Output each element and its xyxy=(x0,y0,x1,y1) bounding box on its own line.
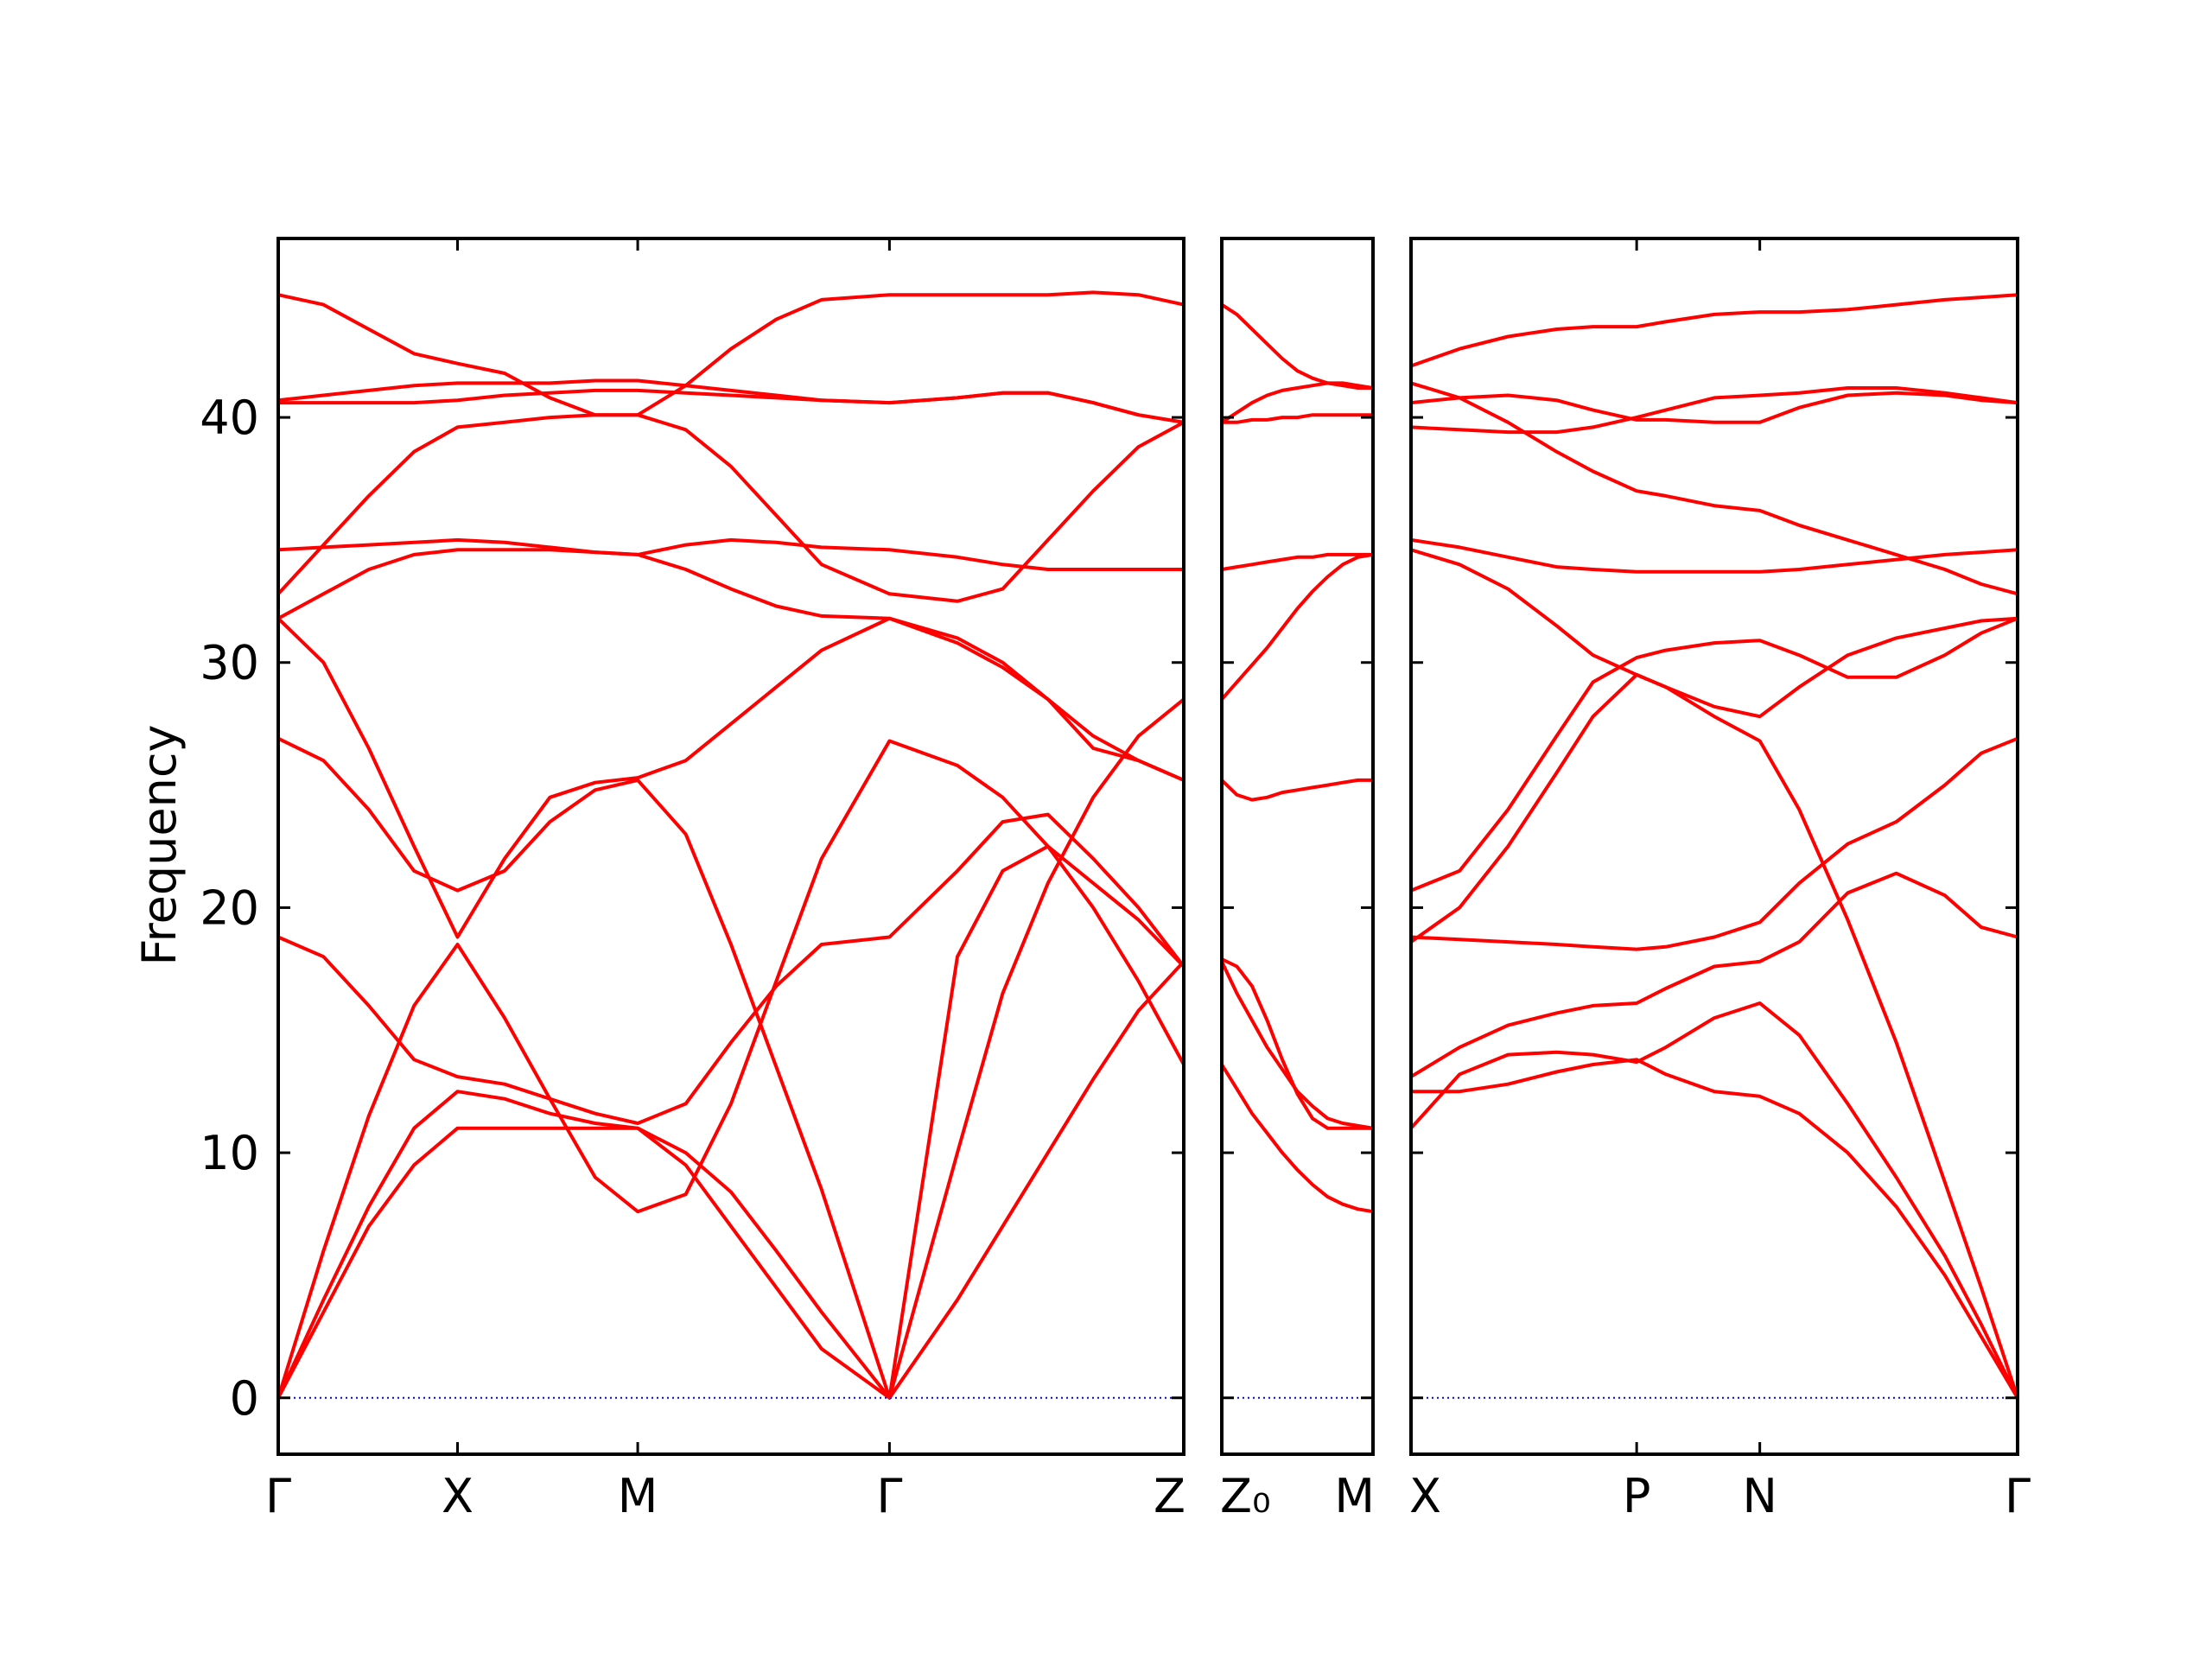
panel-2: Z₀ M xyxy=(1220,237,1375,1523)
band-line xyxy=(1220,1063,1375,1214)
band-line xyxy=(276,959,1185,1400)
band-line xyxy=(1220,302,1375,390)
band-line xyxy=(276,812,1185,1125)
band-line xyxy=(276,378,1185,424)
panel-frame xyxy=(1220,237,1375,1456)
band-line xyxy=(1409,672,2019,1400)
x-tick-label: M xyxy=(1334,1469,1375,1523)
band-line xyxy=(1409,548,2019,719)
y-tick-label: 20 xyxy=(200,880,259,935)
band-line xyxy=(1409,736,2019,951)
band-line xyxy=(276,413,1185,603)
band-line xyxy=(276,537,1185,571)
band-line xyxy=(276,548,1185,782)
panel-frame xyxy=(276,237,1185,1456)
x-tick-label: Z xyxy=(1154,1469,1185,1523)
band-line xyxy=(1409,871,2019,1079)
band-line xyxy=(1409,386,2019,435)
y-tick-label: 0 xyxy=(230,1371,259,1426)
band-line xyxy=(1409,616,2019,893)
band-line xyxy=(276,290,1185,417)
x-tick-label: X xyxy=(442,1469,474,1523)
x-tick-label: P xyxy=(1623,1469,1651,1523)
band-line xyxy=(1220,552,1375,571)
band-line xyxy=(1220,778,1375,802)
x-tick-label: Z₀ xyxy=(1220,1469,1271,1523)
y-tick-label: 10 xyxy=(200,1126,259,1180)
band-line xyxy=(1409,293,2019,368)
band-line xyxy=(1220,552,1375,702)
x-tick-label: M xyxy=(618,1469,658,1523)
panel-frame xyxy=(1409,237,2019,1456)
band-line xyxy=(1409,537,2019,574)
band-line xyxy=(1409,391,2019,424)
band-line xyxy=(1220,957,1375,1130)
y-tick-label: 40 xyxy=(200,391,259,445)
y-tick-label: 30 xyxy=(200,636,259,690)
x-tick-label: X xyxy=(1409,1469,1441,1523)
y-tick-labels: 0 10 20 30 40 xyxy=(200,391,259,1426)
band-line xyxy=(1220,959,1375,1130)
band-line xyxy=(276,736,1185,1400)
band-line xyxy=(1220,413,1375,424)
y-axis-label: Frequency xyxy=(132,725,187,966)
band-line xyxy=(1409,1058,2019,1400)
x-tick-label: Γ xyxy=(876,1469,902,1523)
band-line xyxy=(276,739,1185,1400)
x-tick-label: N xyxy=(1742,1469,1777,1523)
band-line xyxy=(1220,381,1375,424)
x-tick-label: Γ xyxy=(2005,1469,2031,1523)
x-tick-label: Γ xyxy=(265,1469,291,1523)
band-line xyxy=(1409,1001,2019,1400)
band-line xyxy=(276,697,1185,1400)
